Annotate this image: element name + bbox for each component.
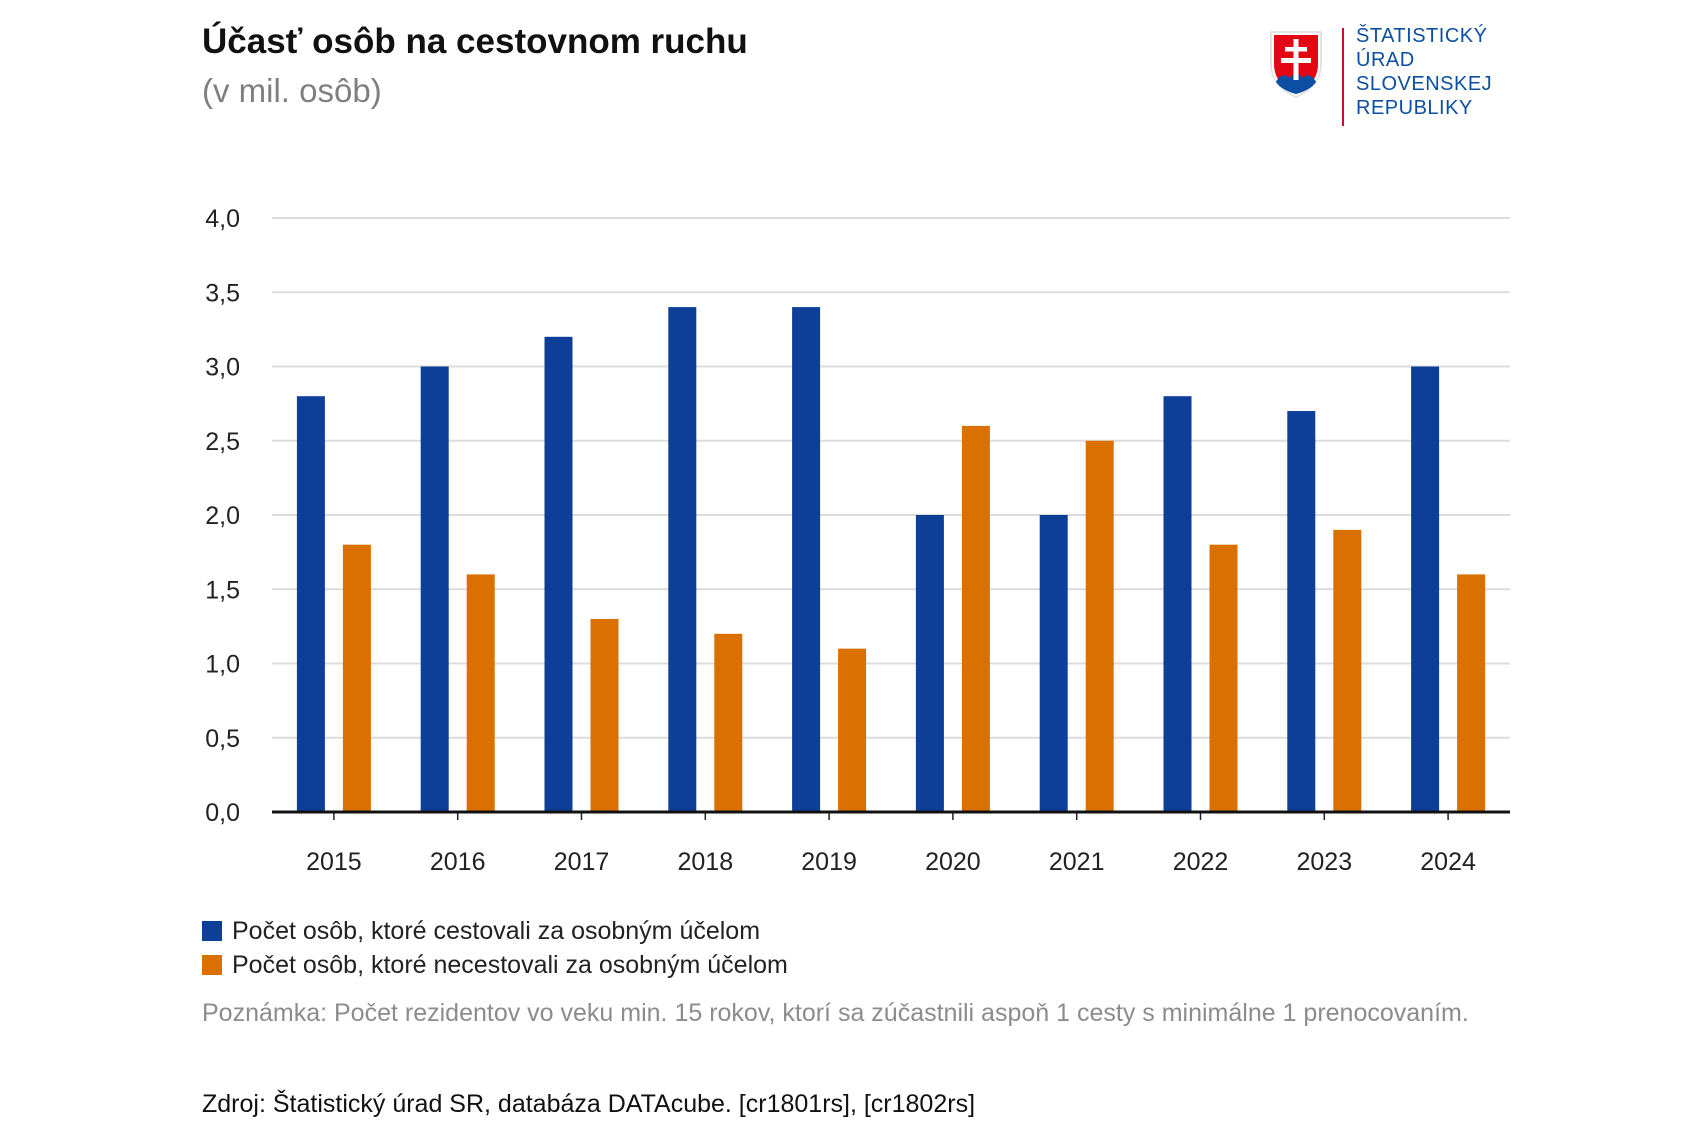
legend-item-not-traveled: Počet osôb, ktoré necestovali za osobným… (202, 948, 788, 982)
bar-not-traveled (1209, 544, 1238, 812)
x-axis-ticks: 2015 2016 2017 2018 2019 2020 2021 2022 2023 2024 (272, 810, 1510, 876)
bars (296, 307, 1486, 812)
bar-traveled (1287, 411, 1316, 812)
chart-subtitle: (v mil. osôb) (202, 72, 382, 109)
legend-swatch-traveled (202, 921, 222, 941)
logo-line: REPUBLIKY (1356, 97, 1473, 119)
logo-line: SLOVENSKEJ (1356, 73, 1493, 95)
x-tick-label: 2021 (1049, 848, 1105, 876)
legend-item-traveled: Počet osôb, ktoré cestovali za osobným ú… (202, 914, 788, 948)
bar-traveled (915, 515, 944, 812)
logo-line: ÚRAD (1356, 49, 1415, 71)
statistical-office-logo: ŠTATISTICKÝ ÚRAD SLOVENSKEJ REPUBLIKY (1268, 24, 1518, 128)
y-tick-label: 3,0 (205, 354, 240, 382)
y-tick-label: 1,5 (205, 576, 240, 604)
x-tick-label: 2018 (677, 848, 733, 876)
chart-source: Zdroj: Štatistický úrad SR, databáza DAT… (202, 1090, 976, 1118)
x-tick-label: 2022 (1173, 848, 1229, 876)
legend-swatch-not-traveled (202, 955, 222, 975)
y-tick-label: 4,0 (205, 205, 240, 233)
bar-not-traveled (838, 648, 867, 812)
chart-note: Poznámka: Počet rezidentov vo veku min. … (202, 999, 1469, 1027)
organization-name: ŠTATISTICKÝ ÚRAD SLOVENSKEJ REPUBLIKY (1356, 24, 1492, 120)
x-tick-label: 2024 (1420, 848, 1476, 876)
logo-divider (1342, 28, 1344, 126)
bar-traveled (792, 307, 821, 812)
bar-traveled (1411, 366, 1440, 812)
chart-title: Účasť osôb na cestovnom ruchu (202, 22, 748, 61)
bar-traveled (544, 336, 573, 812)
y-tick-label: 1,0 (205, 651, 240, 679)
bar-not-traveled (590, 618, 619, 812)
legend-label-not-traveled: Počet osôb, ktoré necestovali za osobným… (232, 950, 788, 979)
x-tick-label: 2015 (306, 848, 362, 876)
bar-not-traveled (1333, 529, 1362, 812)
gridlines (272, 217, 1510, 739)
x-tick-label: 2016 (430, 848, 486, 876)
bar-not-traveled (714, 633, 743, 812)
x-tick-label: 2019 (801, 848, 857, 876)
y-axis-ticks: 0,0 0,5 1,0 1,5 2,0 2,5 3,0 3,5 4,0 (205, 205, 240, 827)
bar-traveled (420, 366, 449, 812)
bar-traveled (1039, 515, 1068, 812)
x-tick-label: 2023 (1296, 848, 1352, 876)
y-tick-label: 0,0 (205, 799, 240, 827)
bar-traveled (668, 307, 697, 812)
y-tick-label: 3,5 (205, 279, 240, 307)
legend: Počet osôb, ktoré cestovali za osobným ú… (202, 914, 788, 982)
y-tick-label: 2,5 (205, 428, 240, 456)
bar-not-traveled (961, 425, 990, 812)
bar-traveled (1163, 396, 1192, 812)
bar-not-traveled (466, 574, 495, 812)
x-tick-label: 2017 (554, 848, 610, 876)
legend-label-traveled: Počet osôb, ktoré cestovali za osobným ú… (232, 916, 761, 945)
bar-traveled (296, 396, 325, 812)
bar-not-traveled (342, 544, 371, 812)
logo-line: ŠTATISTICKÝ (1356, 25, 1488, 47)
x-tick-label: 2020 (925, 848, 981, 876)
bar-not-traveled (1457, 574, 1486, 812)
y-tick-label: 0,5 (205, 725, 240, 753)
bar-not-traveled (1085, 440, 1114, 812)
bar-chart: 0,0 0,5 1,0 1,5 2,0 2,5 3,0 3,5 4,0 2015 2016 2017… (205, 205, 1510, 876)
y-tick-label: 2,0 (205, 502, 240, 530)
slovak-coat-of-arms-icon (1270, 31, 1322, 98)
